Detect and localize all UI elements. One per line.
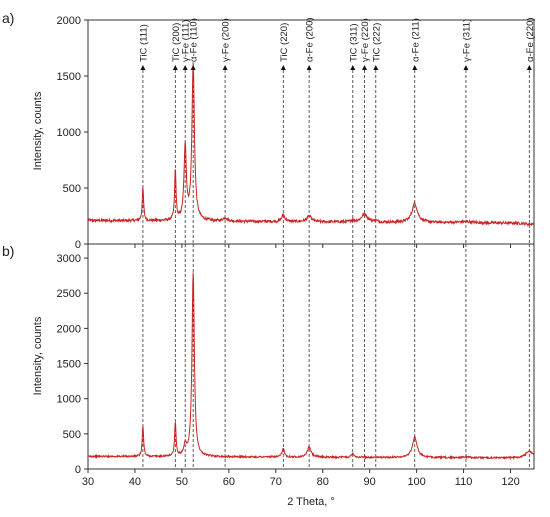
x-axis-title: 2 Theta, ° — [287, 496, 335, 508]
peak-label: TiC (220) — [279, 23, 290, 62]
peak-arrow — [172, 65, 178, 70]
panel-b-ytick-label: 2000 — [57, 323, 81, 335]
peak-label: TiC (111) — [138, 24, 149, 62]
x-tick-label: 100 — [407, 476, 425, 488]
peak-arrow — [140, 65, 146, 70]
x-tick-label: 80 — [317, 476, 329, 488]
peak-label: γ-Fe (111) — [181, 20, 192, 62]
peak-arrow — [350, 65, 356, 70]
peak-arrow — [306, 65, 312, 70]
peak-arrow — [412, 65, 418, 70]
panel-a-xrd-trace — [87, 62, 535, 227]
peak-label: α-Fe (200) — [305, 17, 316, 62]
panel-b-ytick-label: 2500 — [57, 288, 81, 300]
panel-b-ytick-label: 0 — [75, 464, 81, 476]
panel-b-frame — [87, 243, 535, 470]
panel-a-label: a) — [2, 10, 14, 26]
x-tick-label: 30 — [82, 476, 94, 488]
plot-layer: 0 500 1000 1500 2000 0 500 1000 1500 2000 2500 3000… — [57, 15, 536, 488]
peak-arrow — [222, 65, 228, 70]
x-tick-label: 40 — [129, 476, 141, 488]
panel-b-ytick-label: 500 — [63, 429, 81, 441]
panel-a-ytick-label: 2000 — [57, 15, 81, 27]
x-tick-label: 110 — [455, 476, 473, 488]
panel-b-xrd-trace — [87, 272, 535, 461]
x-tick-label: 90 — [364, 476, 376, 488]
peak-label: α-Fe (220) — [525, 17, 536, 62]
peak-arrow — [362, 65, 368, 70]
panel-b-ytick-label: 1500 — [57, 359, 81, 371]
x-tick-label: 70 — [270, 476, 282, 488]
x-tick-label: 120 — [501, 476, 519, 488]
panel-a-ytick-label: 0 — [75, 239, 81, 251]
peak-arrow — [463, 65, 469, 70]
peak-label: α-Fe (110) — [189, 18, 200, 62]
panel-b-ylabel: Intensity, counts — [32, 316, 44, 395]
x-tick-label: 60 — [223, 476, 235, 488]
peak-arrow — [280, 65, 286, 70]
peak-label: TiC (200) — [171, 23, 182, 62]
peak-label: γ-Fe (200) — [221, 18, 232, 62]
panel-b-ytick-label: 1000 — [57, 394, 81, 406]
x-tick-label: 50 — [176, 476, 188, 488]
panel-a-ytick-label: 500 — [63, 183, 81, 195]
peak-arrow — [526, 65, 532, 70]
panel-a-ylabel: Intensity, counts — [32, 91, 44, 170]
panel-b-ytick-label: 3000 — [57, 253, 81, 265]
panel-b-label: b) — [2, 243, 14, 259]
panel-a-ytick-label: 1500 — [57, 71, 81, 83]
peak-label: α-Fe (211) — [410, 18, 421, 62]
peak-arrow — [190, 65, 196, 70]
peak-arrow — [373, 65, 379, 70]
peak-label: TiC (222) — [371, 23, 382, 62]
peak-label: TiC (311) — [348, 23, 359, 62]
panel-a-ytick-label: 1000 — [57, 127, 81, 139]
peak-label: γ-Fe (220) — [360, 18, 371, 62]
peak-label: γ-Fe (311) — [461, 19, 472, 62]
peak-arrow — [182, 65, 188, 70]
